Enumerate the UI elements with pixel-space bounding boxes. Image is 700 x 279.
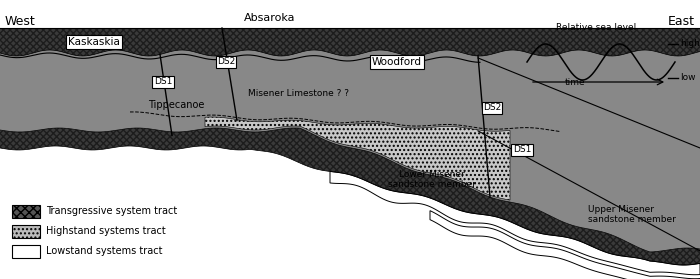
Text: Lower Misener
sandstone member: Lower Misener sandstone member	[388, 170, 476, 189]
Text: Kaskaskia: Kaskaskia	[68, 37, 120, 47]
Polygon shape	[330, 171, 700, 275]
Text: DS1: DS1	[154, 78, 172, 86]
Text: Transgressive system tract: Transgressive system tract	[46, 206, 177, 217]
Text: West: West	[5, 15, 36, 28]
Text: Relative sea level: Relative sea level	[556, 23, 636, 32]
Text: Woodford: Woodford	[372, 57, 422, 67]
Polygon shape	[0, 128, 700, 265]
Text: low: low	[680, 73, 696, 83]
Polygon shape	[0, 28, 700, 56]
Bar	[12, 225, 40, 238]
Bar	[12, 245, 40, 258]
Text: East: East	[668, 15, 695, 28]
Text: Highstand systems tract: Highstand systems tract	[46, 227, 166, 237]
Text: Absaroka: Absaroka	[244, 13, 295, 23]
Text: DS2: DS2	[217, 57, 235, 66]
Bar	[12, 205, 40, 218]
Text: Upper Misener
sandstone member: Upper Misener sandstone member	[588, 205, 676, 224]
Text: time: time	[565, 78, 585, 87]
Polygon shape	[0, 28, 700, 252]
Text: DS2: DS2	[483, 104, 501, 112]
Text: Lowstand systems tract: Lowstand systems tract	[46, 247, 162, 256]
Text: DS1: DS1	[513, 146, 531, 155]
Text: high: high	[680, 40, 700, 49]
Polygon shape	[205, 117, 510, 200]
Text: Tippecanoe: Tippecanoe	[148, 100, 204, 110]
Text: Misener Limestone ? ?: Misener Limestone ? ?	[248, 88, 349, 97]
Polygon shape	[430, 211, 700, 279]
